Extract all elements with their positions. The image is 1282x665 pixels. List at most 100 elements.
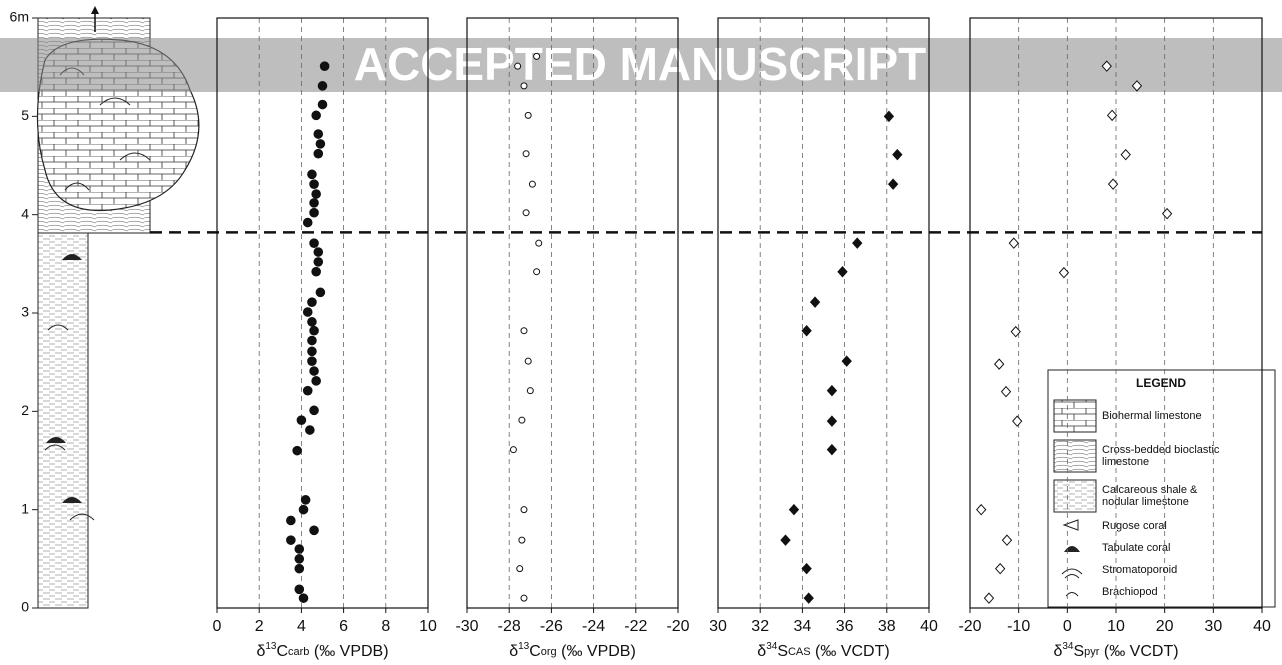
data-point: [318, 82, 327, 91]
x-tick-label: 40: [920, 618, 938, 635]
data-point: [534, 269, 540, 275]
legend-label: Brachiopod: [1102, 586, 1158, 598]
data-point: [984, 593, 993, 603]
data-point: [314, 130, 323, 139]
x-tick-label: -20: [666, 618, 689, 635]
legend-label: Rugose coral: [1102, 520, 1167, 532]
data-point: [310, 367, 319, 376]
data-point: [827, 416, 836, 426]
data-point: [523, 151, 529, 157]
data-point: [521, 328, 527, 334]
y-tick-label: 4: [21, 205, 29, 221]
y-tick-label: 0: [21, 599, 29, 615]
data-point: [303, 386, 312, 395]
y-tick-label: 6m: [10, 9, 29, 25]
data-point: [521, 83, 527, 89]
data-point: [293, 446, 302, 455]
data-point: [527, 388, 533, 394]
legend-label: nodular limestone: [1102, 496, 1189, 508]
data-point: [314, 248, 323, 257]
x-axis-label-part: C: [276, 643, 288, 660]
data-point: [519, 537, 525, 543]
x-axis-label-part: (‰ VCDT): [1099, 643, 1178, 660]
data-point: [529, 181, 535, 187]
x-axis-label-part: δ: [256, 643, 265, 660]
x-tick-label: 10: [1107, 618, 1125, 635]
data-point: [310, 406, 319, 415]
data-point: [515, 63, 521, 69]
data-point: [295, 545, 304, 554]
data-point: [521, 507, 527, 513]
data-point: [312, 267, 321, 276]
data-point: [804, 593, 813, 603]
x-tick-label: -26: [540, 618, 563, 635]
strat-column: [38, 6, 199, 630]
data-point: [995, 359, 1004, 369]
data-point: [308, 357, 317, 366]
x-axis-label-part: 34: [766, 641, 778, 652]
x-tick-label: -24: [582, 618, 605, 635]
x-tick-label: -22: [624, 618, 647, 635]
y-tick-label: 5: [21, 107, 29, 123]
data-point: [827, 445, 836, 455]
data-point: [1002, 387, 1011, 397]
data-point: [308, 318, 317, 327]
data-point: [811, 297, 820, 307]
x-axis-label-part: org: [541, 646, 557, 658]
x-axis-label-part: δ: [1053, 643, 1062, 660]
watermark: ACCEPTED MANUSCRIPT: [354, 38, 926, 90]
data-point: [303, 218, 312, 227]
x-axis-label-part: 34: [1062, 641, 1074, 652]
data-point: [295, 585, 304, 594]
legend-label: limestone: [1102, 456, 1149, 468]
data-point: [308, 336, 317, 345]
data-point: [287, 516, 296, 525]
x-tick-label: 6: [339, 618, 348, 635]
data-point: [287, 536, 296, 545]
x-tick-label: 2: [255, 618, 264, 635]
x-axis-label-part: S: [777, 643, 788, 660]
data-point: [308, 347, 317, 356]
data-point: [996, 564, 1005, 574]
data-point: [842, 356, 851, 366]
data-point: [536, 240, 542, 246]
x-axis-label: δ13Corg (‰ VPDB): [509, 641, 636, 661]
x-tick-label: -10: [1007, 618, 1030, 635]
data-point: [525, 358, 531, 364]
data-point: [525, 112, 531, 118]
x-axis-label-part: δ: [757, 643, 766, 660]
panel-frame: [718, 18, 929, 608]
y-tick-label: 2: [21, 402, 29, 418]
data-point: [523, 210, 529, 216]
x-tick-label: -28: [498, 618, 521, 635]
data-point: [312, 190, 321, 199]
data-point: [802, 326, 811, 336]
panel-frame: [467, 18, 678, 608]
legend-title: LEGEND: [1136, 376, 1186, 390]
data-point: [521, 595, 527, 601]
x-tick-label: -30: [455, 618, 478, 635]
x-axis-label-part: (‰ VPDB): [557, 643, 636, 660]
data-point: [889, 179, 898, 189]
data-point: [310, 180, 319, 189]
data-point: [1059, 268, 1068, 278]
x-tick-label: 30: [709, 618, 727, 635]
data-point: [1121, 150, 1130, 160]
x-tick-label: -20: [958, 618, 981, 635]
x-axis-label-part: (‰ VCDT): [811, 643, 890, 660]
x-tick-label: 30: [1204, 618, 1222, 635]
x-axis-label-part: S: [1073, 643, 1084, 660]
data-point: [316, 288, 325, 297]
x-axis-label-part: 13: [518, 641, 530, 652]
data-point: [312, 111, 321, 120]
x-tick-label: 4: [297, 618, 306, 635]
x-tick-label: 0: [1063, 618, 1072, 635]
data-point: [893, 150, 902, 160]
x-axis-label-part: CAS: [788, 646, 811, 658]
data-point: [306, 426, 315, 435]
x-tick-label: 10: [419, 618, 437, 635]
x-axis-label-part: (‰ VPDB): [309, 643, 388, 660]
x-axis-label-part: pyr: [1084, 646, 1100, 658]
data-point: [295, 555, 304, 564]
data-point: [534, 53, 540, 59]
